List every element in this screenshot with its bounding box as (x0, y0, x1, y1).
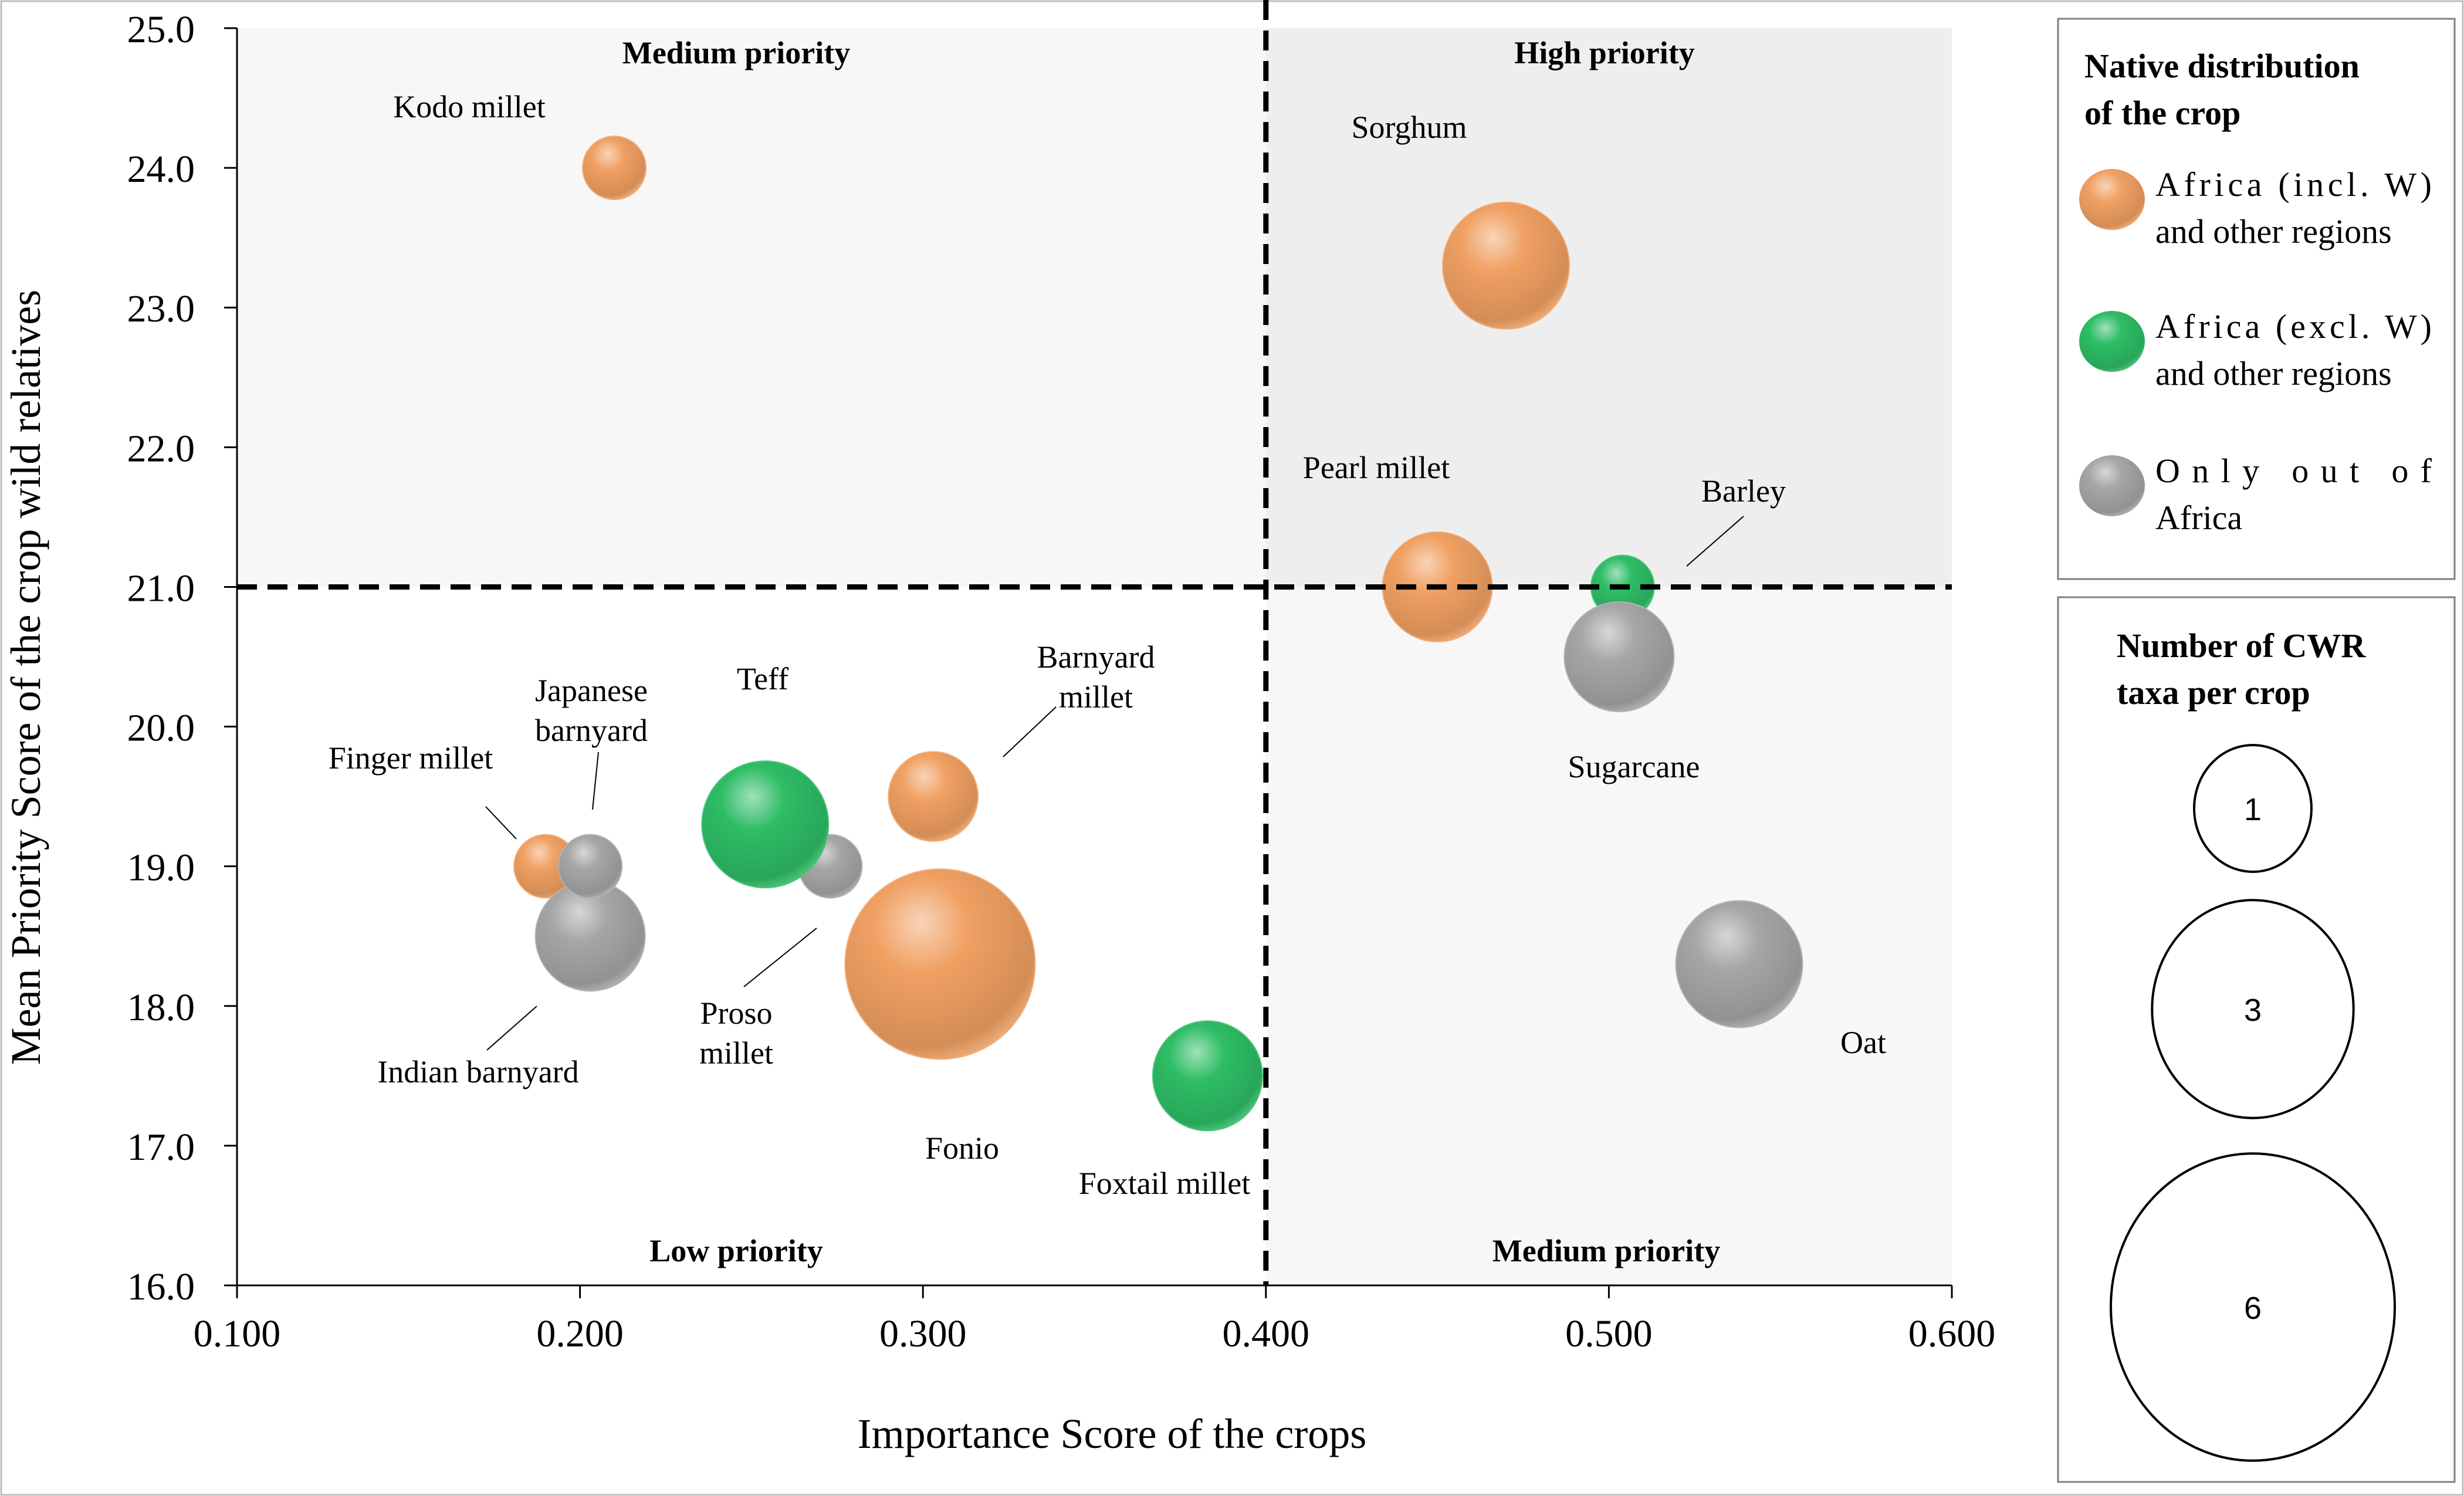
bubble-kodo-millet[interactable] (582, 136, 647, 201)
y-tick-label: 23.0 (127, 287, 195, 330)
y-tick-label: 20.0 (127, 707, 195, 750)
leader-line-indian-barnyard (486, 1006, 537, 1051)
color-legend-title: of the crop (2084, 94, 2240, 132)
quadrant-top-right-bg (1265, 28, 1952, 587)
bubble-fonio[interactable] (844, 868, 1036, 1060)
legend-label-africa-excl-w: and other regions (2155, 354, 2392, 392)
size-legend-label-1: 1 (2244, 792, 2262, 827)
point-label-proso-millet: Proso (700, 996, 772, 1031)
legend-layer: Native distribution of the crop Africa (in… (2057, 18, 2456, 1483)
quadrant-top-left-bg (237, 28, 1266, 587)
point-label-proso-millet: millet (699, 1035, 773, 1071)
point-label-indian-barnyard: Indian barnyard (377, 1054, 578, 1089)
y-tick-label: 19.0 (127, 847, 195, 889)
point-label-sorghum: Sorghum (1351, 110, 1467, 145)
quadrant-label-top-right: High priority (1514, 35, 1695, 70)
size-legend-title: taxa per crop (2117, 673, 2310, 712)
bubble-barnyard-millet[interactable] (888, 751, 979, 842)
quadrant-label-bottom-right: Medium priority (1492, 1233, 1720, 1268)
x-tick-label: 0.500 (1565, 1312, 1653, 1355)
legend-swatch-out-of-africa (2079, 455, 2145, 516)
point-label-foxtail-millet: Foxtail millet (1079, 1166, 1251, 1201)
y-tick-label: 22.0 (127, 427, 195, 470)
legend-swatch-africa-excl-w (2079, 311, 2145, 372)
point-label-barnyard-millet: Barnyard (1037, 639, 1155, 675)
size-legend-label-6: 6 (2244, 1291, 2262, 1326)
y-tick-label: 17.0 (127, 1126, 195, 1169)
point-label-japanese-barnyard: Japanese (535, 673, 648, 708)
legend-label-africa-excl-w: Africa (excl. W) (2155, 307, 2432, 346)
legend-label-africa-incl-w: Africa (incl. W) (2155, 165, 2432, 204)
leader-line-finger-millet (485, 806, 517, 840)
bubble-teff[interactable] (701, 760, 830, 889)
y-tick-label: 18.0 (127, 986, 195, 1029)
quadrant-label-top-left: Medium priority (622, 35, 850, 70)
y-tick-label: 25.0 (127, 8, 195, 51)
bubble-sugarcane[interactable] (1563, 601, 1675, 713)
point-label-pearl-millet: Pearl millet (1303, 450, 1450, 485)
point-label-japanese-barnyard: barnyard (535, 713, 648, 748)
x-tick-label: 0.300 (879, 1312, 967, 1355)
x-axis-title: Importance Score of the crops (858, 1410, 1367, 1457)
size-legend-label-3: 3 (2244, 993, 2262, 1028)
point-label-sugarcane: Sugarcane (1568, 749, 1700, 784)
leader-line-proso-millet (743, 928, 817, 987)
bubble-sorghum[interactable] (1442, 201, 1571, 330)
size-legend-circle-3 (2151, 899, 2355, 1119)
leader-line-barley (1686, 516, 1744, 567)
x-tick-label: 0.400 (1223, 1312, 1310, 1355)
point-label-oat: Oat (1840, 1025, 1886, 1060)
bubble-foxtail-millet[interactable] (1152, 1020, 1263, 1132)
point-label-fonio: Fonio (925, 1131, 999, 1166)
legend-label-out-of-africa: Africa (2155, 499, 2242, 537)
color-legend-title: Native distribution (2084, 47, 2360, 85)
legend-swatch-africa-incl-w (2079, 169, 2145, 230)
bubble-oat[interactable] (1675, 900, 1803, 1028)
y-tick-label: 16.0 (127, 1265, 195, 1308)
point-label-finger-millet: Finger millet (329, 740, 493, 776)
y-axis-title: Mean Priority Score of the crop wild rel… (2, 290, 49, 1065)
point-label-barnyard-millet: millet (1059, 679, 1133, 715)
quadrant-label-bottom-left: Low priority (649, 1233, 823, 1268)
point-label-teff: Teff (737, 661, 788, 696)
bubble-japanese-barnyard[interactable] (558, 834, 623, 899)
leader-line-japanese-barnyard (592, 752, 599, 810)
plot-layer: 16.0 17.0 18.0 19.0 20.0 21.0 22.0 23.0 24.0 25.0… (2, 0, 1995, 1457)
size-legend-circle-1 (2193, 744, 2313, 873)
size-legend-title: Number of CWR (2117, 627, 2366, 665)
size-legend-circle-6 (2109, 1152, 2397, 1462)
x-tick-label: 0.600 (1908, 1312, 1996, 1355)
y-tick-label: 21.0 (127, 567, 195, 610)
x-tick-label: 0.100 (194, 1312, 281, 1355)
legend-label-africa-incl-w: and other regions (2155, 212, 2392, 251)
leader-line-barnyard-millet (1003, 706, 1057, 757)
x-tick-label: 0.200 (536, 1312, 624, 1355)
point-label-kodo-millet: Kodo millet (393, 89, 545, 124)
point-label-barley: Barley (1701, 473, 1786, 509)
y-tick-label: 24.0 (127, 148, 195, 191)
